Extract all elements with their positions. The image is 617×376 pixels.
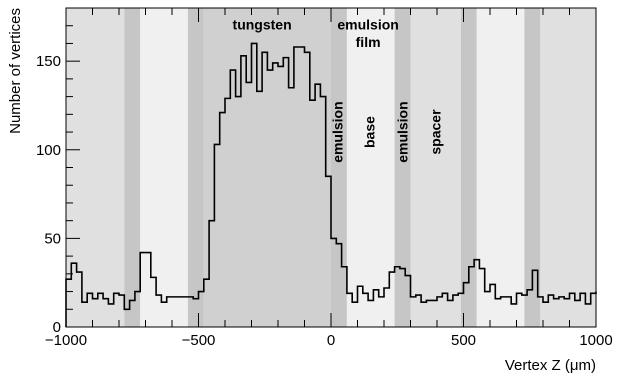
region-band-5 <box>331 8 347 327</box>
axis-ticks: −1000 −500 0 500 1000 0 50 100 150 <box>36 7 613 349</box>
region-band-2 <box>140 8 188 327</box>
region-band-9 <box>460 8 477 327</box>
x-tick-label: 500 <box>451 332 476 349</box>
y-tick-label: 50 <box>44 230 61 247</box>
y-axis-title: Number of vertices <box>7 8 24 134</box>
vertex-histogram <box>65 42 597 327</box>
region-band-7 <box>394 8 411 327</box>
region-labels: tungsten emulsion film emulsion base emulsion… <box>233 16 444 162</box>
region-band-3 <box>187 8 204 327</box>
material-regions <box>66 8 596 327</box>
region-band-0 <box>66 8 125 327</box>
x-tick-label: 1000 <box>579 332 612 349</box>
region-band-1 <box>124 8 141 327</box>
region-band-12 <box>540 8 596 327</box>
y-tick-label: 150 <box>36 53 61 70</box>
x-tick-label: 0 <box>327 332 335 349</box>
region-band-6 <box>346 8 395 327</box>
region-label-6: spacer <box>428 109 444 155</box>
region-label-1: emulsion <box>337 16 398 32</box>
x-tick-label: −1000 <box>45 332 87 349</box>
region-label-0: tungsten <box>233 16 292 32</box>
y-tick-label: 0 <box>53 319 61 336</box>
y-tick-label: 100 <box>36 142 61 159</box>
region-label-5: emulsion <box>395 101 411 162</box>
x-tick-label: −500 <box>182 332 216 349</box>
region-label-2: film <box>356 34 381 50</box>
region-label-4: base <box>361 116 377 148</box>
region-label-3: emulsion <box>330 101 346 162</box>
region-band-11 <box>524 8 541 327</box>
region-band-8 <box>410 8 461 327</box>
x-axis-title: Vertex Z (μm) <box>505 357 596 374</box>
